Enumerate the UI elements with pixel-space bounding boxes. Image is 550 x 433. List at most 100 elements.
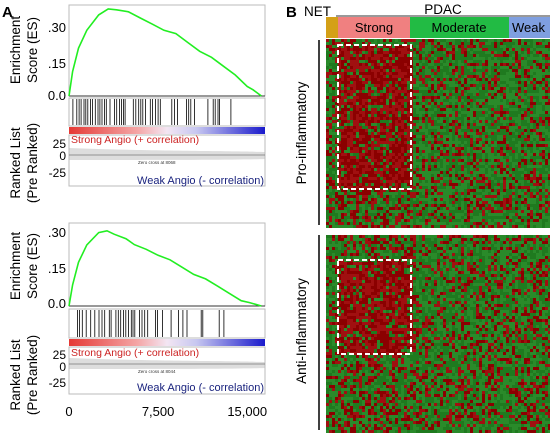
heatmap-cell	[347, 93, 350, 96]
heatmap-cell	[395, 126, 398, 129]
heatmap-cell	[389, 99, 392, 102]
heatmap-cell	[428, 150, 431, 153]
heatmap-cell	[446, 132, 449, 135]
heatmap-cell	[335, 123, 338, 126]
heatmap-cell	[404, 177, 407, 180]
heatmap-cell	[392, 204, 395, 207]
heatmap-cell	[473, 235, 476, 238]
heatmap-cell	[521, 63, 524, 66]
heatmap-cell	[335, 159, 338, 162]
heatmap-cell	[545, 108, 548, 111]
heatmap-cell	[443, 48, 446, 51]
heatmap-cell	[383, 189, 386, 192]
heatmap-cell	[446, 156, 449, 159]
heatmap-cell	[404, 204, 407, 207]
heatmap-cell	[374, 141, 377, 144]
heatmap-cell	[524, 213, 527, 216]
heatmap-cell	[419, 60, 422, 63]
heatmap-cell	[383, 81, 386, 84]
heatmap-cell	[359, 235, 362, 238]
heatmap-cell	[533, 63, 536, 66]
heatmap-cell	[527, 186, 530, 189]
heatmap-cell	[365, 213, 368, 216]
heatmap-cell	[362, 147, 365, 150]
ranked-ylabel-top-line2: (Pre Ranked)	[25, 123, 40, 203]
heatmap-cell	[425, 174, 428, 177]
heatmap-cell	[359, 171, 362, 174]
heatmap-cell	[503, 189, 506, 192]
heatmap-cell	[377, 165, 380, 168]
heatmap-cell	[431, 81, 434, 84]
heatmap-cell	[347, 177, 350, 180]
heatmap-cell	[449, 147, 452, 150]
heatmap-cell	[392, 141, 395, 144]
heatmap-cell	[368, 183, 371, 186]
heatmap-cell	[500, 138, 503, 141]
heatmap-cell	[536, 69, 539, 72]
heatmap-cell	[407, 138, 410, 141]
heatmap-cell	[488, 201, 491, 204]
heatmap-cell	[503, 135, 506, 138]
heatmap-cell	[368, 132, 371, 135]
heatmap-cell	[443, 39, 446, 42]
heatmap-cell	[335, 63, 338, 66]
heatmap-cell	[338, 192, 341, 195]
heatmap-anti-inflammatory	[326, 235, 550, 433]
heatmap-cell	[398, 114, 401, 117]
heatmap-cell	[473, 117, 476, 120]
heatmap-cell	[470, 102, 473, 105]
heatmap-cell	[431, 201, 434, 204]
heatmap-cell	[347, 78, 350, 81]
heatmap-cell	[542, 57, 545, 60]
heatmap-cell	[338, 159, 341, 162]
heatmap-cell	[437, 117, 440, 120]
heatmap-cell	[371, 78, 374, 81]
heatmap-cell	[362, 177, 365, 180]
heatmap-cell	[356, 114, 359, 117]
heatmap-cell	[533, 111, 536, 114]
heatmap-cell	[533, 57, 536, 60]
heatmap-cell	[401, 150, 404, 153]
heatmap-cell	[506, 102, 509, 105]
heatmap-cell	[422, 39, 425, 42]
heatmap-cell	[380, 153, 383, 156]
heatmap-cell	[509, 225, 512, 228]
heatmap-cell	[500, 201, 503, 204]
heatmap-cell	[503, 99, 506, 102]
heatmap-cell	[497, 120, 500, 123]
heatmap-cell	[521, 114, 524, 117]
heatmap-cell	[326, 39, 329, 42]
heatmap-cell	[389, 93, 392, 96]
heatmap-cell	[392, 210, 395, 213]
heatmap-cell	[386, 45, 389, 48]
heatmap-cell	[449, 204, 452, 207]
heatmap-cell	[530, 153, 533, 156]
heatmap-cell	[350, 192, 353, 195]
heatmap-cell	[416, 45, 419, 48]
heatmap-cell	[500, 81, 503, 84]
heatmap-cell	[539, 45, 542, 48]
heatmap-cell	[401, 117, 404, 120]
heatmap-cell	[515, 171, 518, 174]
heatmap-cell	[383, 93, 386, 96]
heatmap-cell	[521, 69, 524, 72]
heatmap-cell	[344, 141, 347, 144]
heatmap-cell	[389, 75, 392, 78]
heatmap-cell	[494, 144, 497, 147]
heatmap-cell	[374, 153, 377, 156]
heatmap-cell	[485, 153, 488, 156]
heatmap-cell	[521, 174, 524, 177]
heatmap-cell	[443, 84, 446, 87]
heatmap-cell	[347, 138, 350, 141]
heatmap-cell	[440, 186, 443, 189]
heatmap-cell	[392, 57, 395, 60]
heatmap-cell	[530, 63, 533, 66]
heatmap-cell	[434, 120, 437, 123]
heatmap-cell	[455, 159, 458, 162]
heatmap-cell	[329, 180, 332, 183]
heatmap-cell	[404, 105, 407, 108]
heatmap-cell	[458, 72, 461, 75]
heatmap-cell	[545, 60, 548, 63]
heatmap-cell	[539, 90, 542, 93]
heatmap-cell	[506, 195, 509, 198]
